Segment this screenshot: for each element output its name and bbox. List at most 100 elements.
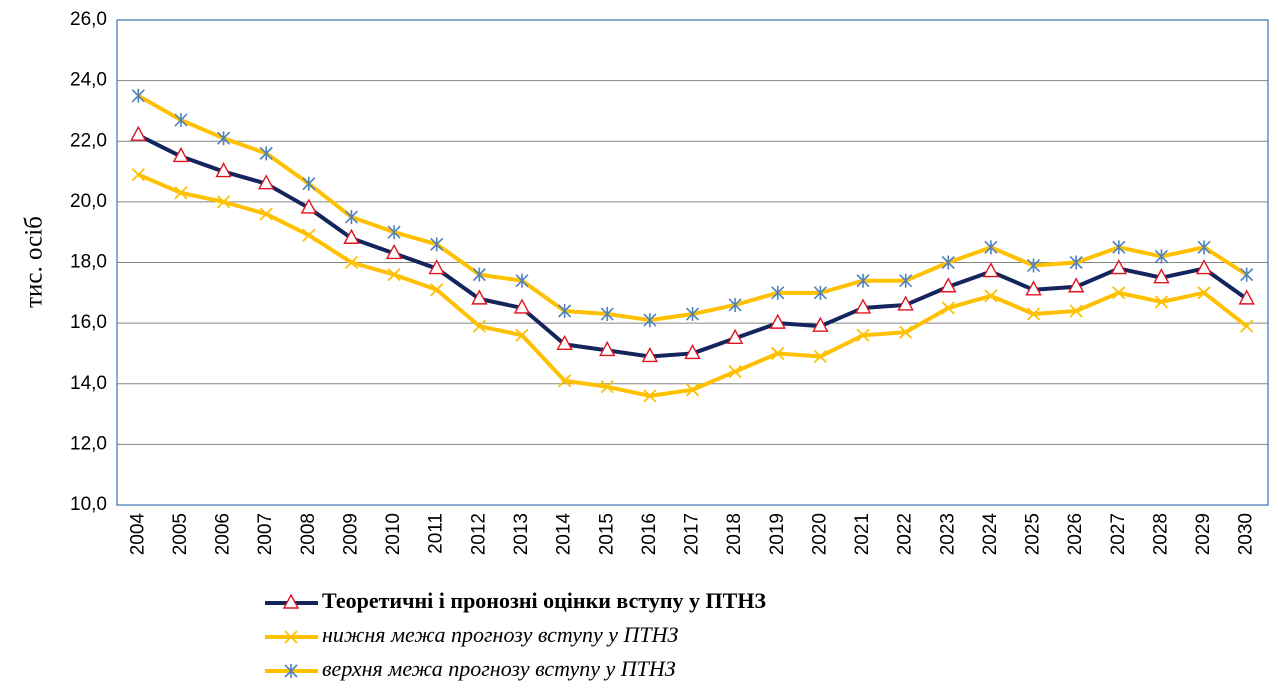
point-marker <box>1153 268 1170 284</box>
point-marker <box>726 328 744 344</box>
y-axis-label: тис. осіб <box>21 216 48 308</box>
point-marker <box>769 313 786 329</box>
point-marker <box>1197 286 1211 300</box>
point-marker <box>1238 289 1255 305</box>
point-marker <box>174 186 188 200</box>
point-marker <box>599 340 616 357</box>
point-marker <box>515 273 529 288</box>
point-marker <box>899 325 913 339</box>
point-marker <box>1026 258 1041 273</box>
x-tick-label: 2023 <box>937 513 958 555</box>
x-tick-label: 2019 <box>767 513 788 555</box>
point-marker <box>282 593 300 609</box>
y-tick-label: 18,0 <box>70 252 107 273</box>
x-tick-label: 2006 <box>213 513 234 555</box>
x-tick-label: 2020 <box>809 513 830 555</box>
legend-label: верхня межа прогнозу вступу у ПТНЗ <box>322 656 676 681</box>
x-tick-label: 2024 <box>980 513 1001 556</box>
point-marker <box>854 298 872 314</box>
point-marker <box>344 255 359 270</box>
point-marker <box>131 88 145 103</box>
point-marker <box>600 307 614 322</box>
point-marker <box>856 328 870 342</box>
x-tick-label: 2010 <box>383 513 404 555</box>
point-marker <box>1110 259 1127 275</box>
point-marker <box>897 295 914 311</box>
point-marker <box>430 283 444 297</box>
point-marker <box>813 349 828 364</box>
point-marker <box>344 210 359 225</box>
x-tick-label: 2030 <box>1236 513 1257 555</box>
point-marker <box>813 285 827 300</box>
point-marker <box>259 207 273 221</box>
y-tick-label: 10,0 <box>70 494 107 515</box>
x-tick-label: 2027 <box>1108 513 1129 555</box>
point-marker <box>940 277 957 293</box>
point-marker <box>343 228 360 244</box>
point-marker <box>600 380 614 394</box>
point-marker <box>941 255 955 270</box>
x-tick-label: 2008 <box>298 513 319 555</box>
point-marker <box>515 328 529 342</box>
point-marker <box>284 664 298 678</box>
point-marker <box>1025 280 1042 296</box>
point-marker <box>684 343 701 360</box>
point-marker <box>302 176 316 191</box>
x-tick-label: 2013 <box>511 513 532 555</box>
point-marker <box>685 383 700 397</box>
point-marker <box>557 374 572 388</box>
y-tick-label: 14,0 <box>70 373 107 394</box>
point-marker <box>174 113 188 128</box>
point-marker <box>685 307 700 322</box>
point-marker <box>1069 255 1083 270</box>
point-marker <box>1067 277 1085 293</box>
point-marker <box>941 301 955 315</box>
x-tick-label: 2005 <box>170 513 191 555</box>
point-marker <box>387 267 401 282</box>
point-marker <box>472 267 486 282</box>
point-marker <box>1069 304 1083 318</box>
x-tick-label: 2016 <box>639 513 660 555</box>
plot-border <box>116 19 1269 506</box>
point-marker <box>428 259 445 275</box>
x-tick-label: 2017 <box>682 513 703 555</box>
point-marker <box>1195 259 1213 275</box>
point-marker <box>131 167 145 182</box>
x-tick-label: 2028 <box>1150 513 1171 555</box>
y-tick-label: 20,0 <box>70 191 107 212</box>
point-marker <box>556 334 573 351</box>
point-marker <box>302 228 316 242</box>
x-tick-label: 2015 <box>596 513 617 555</box>
x-tick-label: 2018 <box>724 513 745 555</box>
point-marker <box>641 346 659 363</box>
x-tick-label: 2007 <box>255 513 276 555</box>
x-tick-label: 2026 <box>1065 513 1086 555</box>
x-tick-label: 2022 <box>895 513 916 555</box>
x-tick-label: 2025 <box>1023 513 1044 555</box>
x-tick-label: 2012 <box>468 513 489 555</box>
point-marker <box>130 125 147 141</box>
point-marker <box>216 195 231 209</box>
x-tick-label: 2004 <box>127 513 148 556</box>
point-marker <box>856 273 870 288</box>
point-marker <box>728 364 742 379</box>
y-tick-label: 16,0 <box>70 312 107 333</box>
point-marker <box>1197 240 1211 255</box>
point-marker <box>172 146 190 163</box>
point-marker <box>385 243 403 260</box>
point-marker <box>643 313 657 328</box>
point-marker <box>1240 319 1254 333</box>
point-marker <box>300 198 318 214</box>
point-marker <box>387 225 401 240</box>
point-marker <box>471 289 488 305</box>
point-marker <box>1240 267 1254 282</box>
point-marker <box>899 273 913 288</box>
point-marker <box>1112 240 1126 255</box>
point-marker <box>430 237 444 252</box>
legend-label: нижня межа прогнозу вступу у ПТНЗ <box>322 622 679 647</box>
point-marker <box>513 298 531 314</box>
y-tick-label: 26,0 <box>70 9 107 30</box>
point-marker <box>643 389 657 403</box>
y-tick-label: 24,0 <box>70 70 107 91</box>
